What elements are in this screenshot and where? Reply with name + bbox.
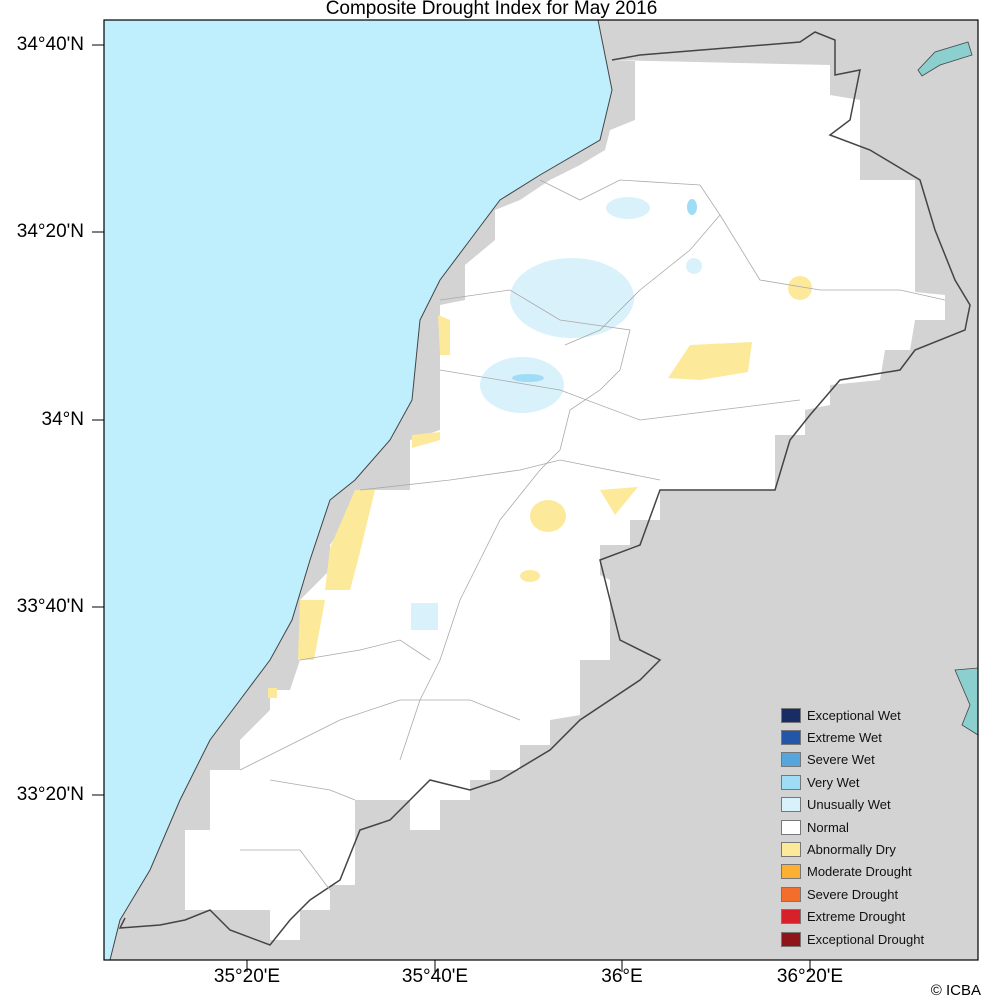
legend-swatch <box>781 909 801 925</box>
legend-label: Moderate Drought <box>807 864 912 880</box>
legend-item: Severe Drought <box>775 883 924 905</box>
legend-item: Severe Wet <box>775 749 924 771</box>
country-normal-area <box>185 60 945 940</box>
lon-label: 35°40'E <box>401 966 469 987</box>
lat-label: 33°40'N <box>16 596 84 617</box>
legend-item: Very Wet <box>775 771 924 793</box>
lake <box>917 41 973 77</box>
lat-label: 34°N <box>41 409 84 430</box>
lat-label: 34°20'N <box>16 221 84 242</box>
lat-label: 34°40'N <box>16 34 84 55</box>
legend-swatch <box>781 886 801 902</box>
legend-swatch <box>781 931 801 947</box>
legend-label: Exceptional Drought <box>807 931 925 947</box>
legend-label: Severe Drought <box>807 886 899 902</box>
legend-item: Abnormally Dry <box>775 838 924 860</box>
legend-item: Normal <box>775 816 924 838</box>
legend-swatch <box>781 707 801 723</box>
legend-swatch <box>781 774 801 790</box>
legend-item: Exceptional Drought <box>775 928 924 950</box>
legend-label: Extreme Drought <box>807 909 906 925</box>
legend-label: Extreme Wet <box>807 730 882 746</box>
legend-swatch <box>781 730 801 746</box>
map-frame <box>103 19 979 961</box>
credit: © ICBA <box>930 982 981 999</box>
legend-label: Very Wet <box>807 774 860 790</box>
legend-label: Severe Wet <box>807 752 875 768</box>
legend-label: Normal <box>807 819 849 835</box>
legend-item: Unusually Wet <box>775 794 924 816</box>
legend-label: Abnormally Dry <box>807 842 896 858</box>
legend-swatch <box>781 752 801 768</box>
legend-swatch <box>781 797 801 813</box>
legend-item: Exceptional Wet <box>775 704 924 726</box>
lake <box>954 667 979 736</box>
district-boundaries <box>239 179 946 891</box>
unusually-wet-areas <box>411 197 702 630</box>
legend-item: Extreme Drought <box>775 906 924 928</box>
country-border <box>118 31 971 946</box>
lon-label: 36°E <box>601 966 643 987</box>
legend-label: Unusually Wet <box>807 797 891 813</box>
map-title-text: Composite Drought Index for May 2016 <box>325 0 658 19</box>
legend-item: Moderate Drought <box>775 861 924 883</box>
legend-swatch <box>781 864 801 880</box>
legend: Exceptional Wet Extreme Wet Severe Wet Very… <box>775 704 924 950</box>
lat-label: 33°20'N <box>16 784 84 805</box>
very-wet-areas <box>512 199 697 382</box>
legend-swatch <box>781 842 801 858</box>
axis-ticks <box>92 44 811 972</box>
lon-label: 36°20'E <box>776 966 844 987</box>
legend-item: Extreme Wet <box>775 726 924 748</box>
map-title: Composite Drought Index for May 2016 <box>0 0 993 20</box>
sea <box>103 19 613 961</box>
lon-label: 35°20'E <box>213 966 281 987</box>
abnormally-dry-areas <box>268 276 812 698</box>
legend-label: Exceptional Wet <box>807 707 901 723</box>
legend-swatch <box>781 819 801 835</box>
